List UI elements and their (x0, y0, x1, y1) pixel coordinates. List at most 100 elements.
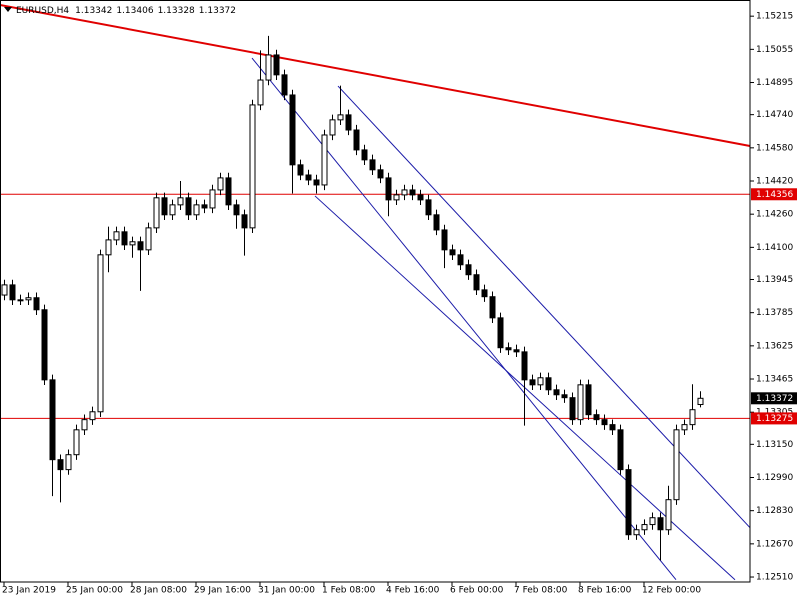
y-tick-label: 1.12990 (756, 473, 793, 483)
candle-body (545, 377, 552, 391)
candle-body (153, 197, 160, 229)
x-tick-label: 12 Feb 00:00 (642, 586, 701, 596)
candle-body (329, 119, 336, 136)
candle-body (657, 517, 664, 531)
candle-body (169, 204, 176, 216)
x-tick-label: 7 Feb 08:00 (514, 586, 568, 596)
y-tick-label: 1.14420 (756, 177, 793, 187)
candle-body (425, 199, 432, 216)
candle-body (617, 429, 624, 471)
candle-body (81, 419, 88, 431)
candle-body (625, 469, 632, 536)
candle-body (521, 351, 528, 381)
x-tick-label: 28 Jan 08:00 (130, 586, 187, 596)
x-tick-label: 29 Jan 16:00 (194, 586, 251, 596)
candle-body (561, 394, 568, 399)
y-tick-label: 1.14895 (756, 78, 793, 88)
candle-body (593, 414, 600, 421)
y-tick-label: 1.14260 (756, 210, 793, 220)
candle-body (201, 204, 208, 209)
candle-body (641, 524, 648, 531)
y-tick-label: 1.12670 (756, 539, 793, 549)
y-tick-label: 1.15055 (756, 45, 793, 55)
candle-body (345, 114, 352, 131)
candle-body (505, 347, 512, 351)
candle-body (513, 349, 520, 353)
candle-body (225, 177, 232, 206)
candle-body (249, 104, 256, 229)
price-tag-label: 1.13275 (756, 414, 793, 424)
candle-body (161, 197, 168, 216)
candle-body (529, 379, 536, 386)
y-tick-label: 1.12510 (756, 573, 793, 583)
candle-body (297, 164, 304, 176)
frame (0, 0, 751, 583)
candle-body (457, 254, 464, 266)
candle-body (337, 114, 344, 121)
candle-body (313, 179, 320, 186)
trend-line (337, 85, 751, 529)
candle-body (49, 379, 56, 461)
candle-body (121, 231, 128, 246)
current-price-label: 1.13372 (756, 394, 793, 404)
candle-body (633, 529, 640, 536)
candle-body (601, 419, 608, 426)
candle-body (17, 299, 24, 302)
x-tick-label: 1 Feb 08:00 (322, 586, 376, 596)
candle-body (609, 424, 616, 431)
candle-body (73, 429, 80, 456)
candle-body (57, 459, 64, 471)
candle-body (185, 197, 192, 216)
chart-title: EURUSD,H4 1.13342 1.13406 1.13328 1.13372 (16, 6, 236, 16)
ohlc-close: 1.13372 (199, 6, 236, 16)
price-tag (751, 188, 797, 201)
y-tick-label: 1.14580 (756, 143, 793, 153)
candle-body (25, 297, 32, 301)
candle-body (385, 177, 392, 201)
y-tick-label: 1.12830 (756, 506, 793, 516)
candle-body (209, 189, 216, 209)
candle-body (577, 384, 584, 421)
candle-body (281, 74, 288, 96)
candle-body (649, 517, 656, 526)
candle-body (665, 499, 672, 531)
candle-body (441, 229, 448, 251)
candle-body (361, 149, 368, 161)
ohlc-high: 1.13406 (116, 6, 153, 16)
candle-body (489, 296, 496, 319)
x-tick-label: 23 Jan 2019 (2, 586, 56, 596)
candle-body (401, 189, 408, 196)
candle-body (473, 274, 480, 291)
candle-body (217, 177, 224, 191)
price-tag-label: 1.14356 (756, 190, 793, 200)
candle-body (321, 134, 328, 186)
x-tick-label: 25 Jan 00:00 (66, 586, 123, 596)
candle-body (289, 94, 296, 166)
candle-body (409, 189, 416, 196)
candle-body (105, 239, 112, 256)
candle-body (257, 79, 264, 106)
current-price-tag (751, 392, 797, 405)
candle-body (233, 204, 240, 216)
candle-body (89, 411, 96, 421)
candle-body (97, 254, 104, 413)
x-tick-label: 6 Feb 00:00 (450, 586, 504, 596)
candle-body (569, 397, 576, 421)
candle-body (41, 309, 48, 381)
candle-body (673, 429, 680, 501)
candle-body (377, 169, 384, 179)
trend-line (0, 3, 751, 147)
candle-body (1, 284, 8, 296)
candle-body (393, 194, 400, 201)
y-tick-label: 1.15215 (756, 12, 793, 22)
candle-body (65, 454, 72, 471)
candle-body (353, 129, 360, 151)
candle-body (145, 227, 152, 251)
menu-arrow[interactable] (4, 7, 12, 12)
price-tag (751, 412, 797, 425)
plot-area (0, 3, 751, 581)
candle-body (481, 289, 488, 298)
candle-body (697, 397, 704, 406)
